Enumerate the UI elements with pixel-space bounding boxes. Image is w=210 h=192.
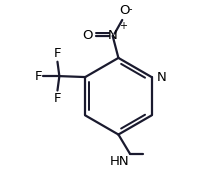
Text: F: F [54,47,61,60]
Text: HN: HN [109,155,129,168]
Text: +: + [119,21,127,31]
Text: O: O [82,29,93,42]
Text: O: O [119,4,129,17]
Text: N: N [108,29,118,42]
Text: N: N [156,71,166,84]
Text: F: F [35,70,42,83]
Text: -: - [129,4,133,14]
Text: F: F [54,92,61,105]
